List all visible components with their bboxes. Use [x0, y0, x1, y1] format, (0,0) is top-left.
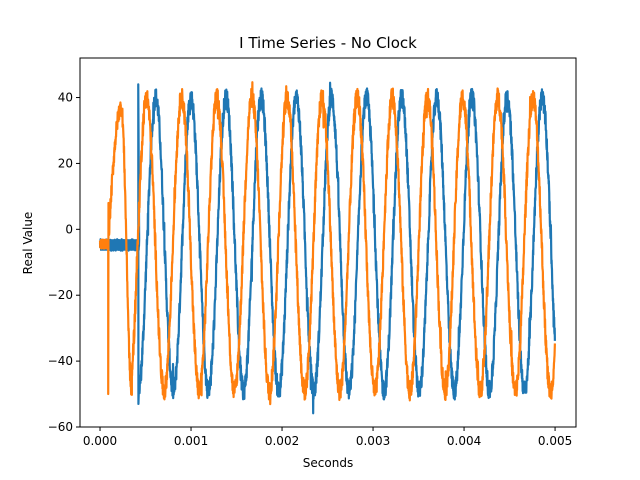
y-axis: −60 −40 −20 0 20 40 [48, 91, 80, 434]
y-tick-label: 0 [65, 222, 73, 236]
series-line-1 [98, 81, 556, 415]
y-tick-label: 20 [58, 156, 73, 170]
series-line-2 [98, 81, 556, 406]
y-tick-label: 40 [58, 91, 73, 105]
x-axis: 0.000 0.001 0.002 0.003 0.004 0.005 [83, 427, 572, 448]
y-tick-label: −20 [48, 288, 73, 302]
x-tick-label: 0.001 [174, 434, 208, 448]
x-tick-label: 0.000 [83, 434, 117, 448]
chart-title: I Time Series - No Clock [239, 34, 417, 52]
x-tick-label: 0.002 [265, 434, 299, 448]
y-tick-label: −40 [48, 354, 73, 368]
x-tick-label: 0.005 [538, 434, 572, 448]
series-pre-signal-band-2 [100, 239, 109, 250]
x-tick-label: 0.003 [356, 434, 390, 448]
plot-frame [79, 57, 577, 428]
x-axis-label: Seconds [303, 456, 353, 470]
series-pre-signal-band-1 [100, 239, 140, 251]
x-tick-label: 0.004 [447, 434, 481, 448]
y-tick-label: −60 [48, 420, 73, 434]
series-layer [98, 81, 556, 415]
y-axis-label: Real Value [21, 212, 35, 275]
